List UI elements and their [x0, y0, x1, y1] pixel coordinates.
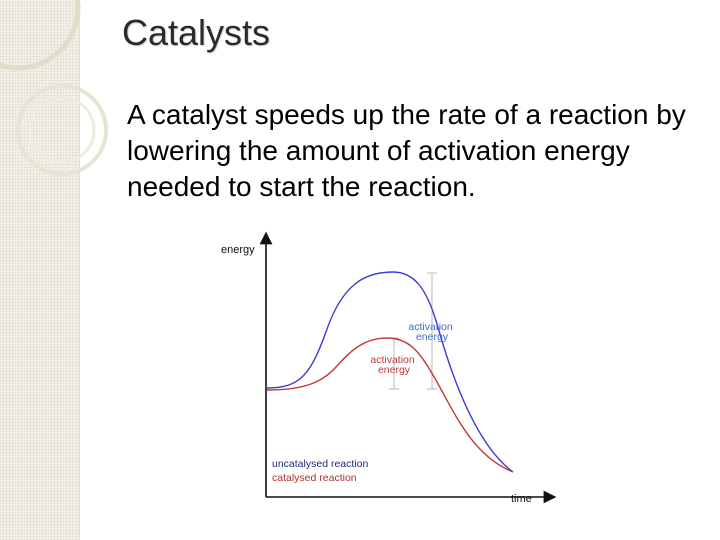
decorative-circle-small: [28, 96, 96, 164]
slide-title: Catalysts: [122, 12, 271, 53]
x-axis-label: time: [511, 493, 532, 505]
uncatalysed-activation-bracket: [427, 272, 437, 390]
decorative-circle-large: [0, 0, 81, 71]
catalysed-activation-label: activation energy: [370, 354, 417, 376]
decorative-circles: [0, 0, 108, 176]
uncatalysed-activation-label: activation energy: [408, 321, 455, 343]
body-text: A catalyst speeds up the rate of a react…: [127, 99, 686, 202]
legend-uncatalysed: uncatalysed reaction: [272, 458, 368, 470]
energy-profile-diagram: energy time activation energy activation…: [215, 214, 565, 514]
catalysed-reaction-curve: [266, 337, 514, 473]
y-axis-label: energy: [221, 244, 255, 256]
uncatalysed-reaction-curve: [266, 271, 514, 473]
legend-catalysed: catalysed reaction: [272, 472, 357, 484]
decorative-circle-medium: [16, 84, 108, 176]
